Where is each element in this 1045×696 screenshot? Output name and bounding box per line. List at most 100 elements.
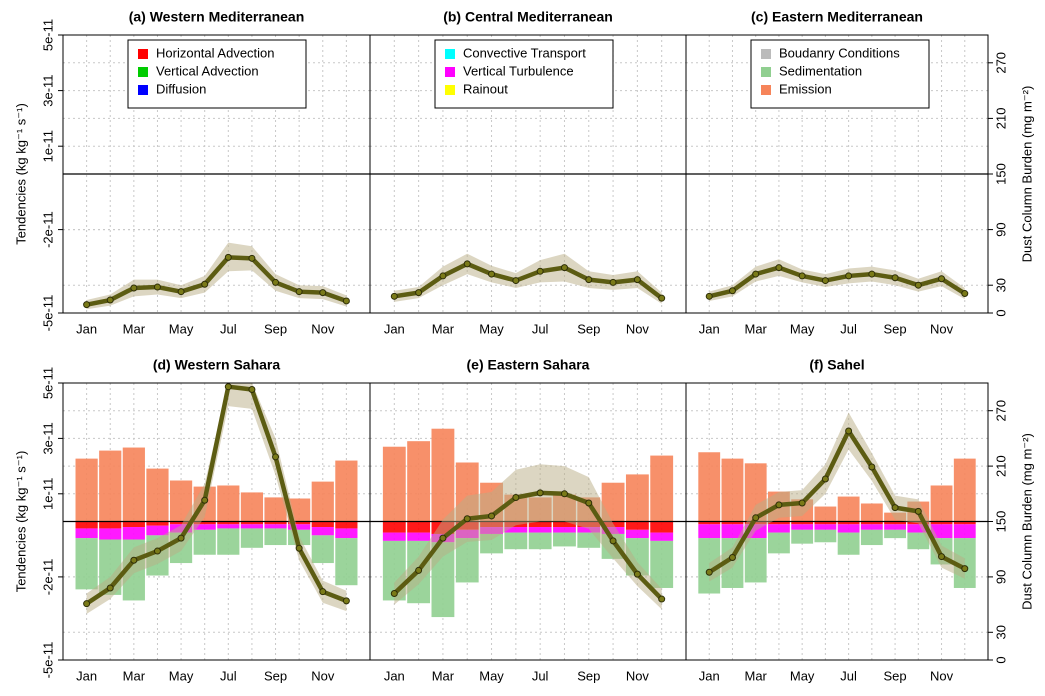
burden-line (85, 384, 348, 606)
x-tick-label: May (790, 321, 815, 336)
burden-point (845, 427, 853, 435)
burden-point (798, 499, 806, 507)
legend-swatch (761, 49, 771, 59)
y2-tick-label: 210 (993, 108, 1008, 130)
bar (455, 538, 479, 583)
burden-point (658, 595, 666, 603)
bar (625, 521, 649, 530)
burden-point (891, 274, 899, 282)
burden-point (536, 267, 544, 275)
burden-point (560, 264, 568, 272)
burden-line (392, 490, 664, 601)
y-tick-label: -2e-11 (40, 211, 55, 248)
legend-label: Convective Transport (463, 45, 586, 60)
burden-point (272, 278, 280, 286)
bar (860, 503, 883, 522)
bar (930, 521, 953, 525)
legend-swatch (445, 85, 455, 95)
bar (264, 497, 287, 522)
burden-point (775, 264, 783, 272)
x-tick-label: Sep (884, 321, 907, 336)
legend-swatch (445, 67, 455, 77)
y-tick-label: -2e-11 (40, 559, 55, 596)
burden-point (705, 292, 713, 300)
burden-point (319, 289, 327, 297)
bar (407, 521, 431, 533)
burden-point (914, 281, 922, 289)
x-tick-label: Sep (577, 668, 600, 683)
burden-point (705, 568, 713, 576)
x-tick-label: Jul (220, 321, 237, 336)
legend-box (127, 39, 307, 109)
bar (264, 521, 287, 525)
bar (698, 452, 721, 522)
burden-point (248, 385, 256, 393)
burden-point (439, 534, 447, 542)
bar (382, 521, 406, 533)
bar (504, 527, 528, 533)
legend-label: Emission (779, 81, 832, 96)
panel-title: (b) Central Mediterranean (443, 9, 613, 25)
burden-point (868, 463, 876, 471)
burden-point (415, 289, 423, 297)
burden-point (775, 501, 783, 509)
y2-tick-label: 30 (993, 625, 1008, 639)
bar (577, 532, 601, 548)
burden-point (463, 515, 471, 523)
burden-point (130, 284, 138, 292)
burden-point (609, 278, 617, 286)
burden-point (560, 490, 568, 498)
burden-point (106, 296, 114, 304)
y2-tick-label: 150 (993, 511, 1008, 533)
bar (814, 524, 837, 530)
bar (553, 521, 576, 528)
x-tick-label: Jan (76, 321, 97, 336)
bar (264, 528, 287, 546)
x-tick-label: Jul (840, 668, 857, 683)
burden-point (295, 288, 303, 296)
y2-tick-label: 0 (993, 309, 1008, 316)
burden-point (83, 600, 91, 608)
bar (930, 524, 953, 539)
x-tick-label: Jan (384, 668, 405, 683)
burden-point (536, 489, 544, 497)
burden-point (728, 554, 736, 562)
y-tick-label: 1e-11 (40, 478, 55, 510)
x-tick-label: Jan (384, 321, 405, 336)
burden-point (319, 588, 327, 596)
bar (335, 538, 358, 586)
bar (930, 485, 953, 522)
bar (217, 485, 240, 522)
burden-point (342, 597, 350, 605)
legend-swatch (138, 67, 148, 77)
bar (528, 532, 552, 550)
uncertainty-band (394, 253, 662, 304)
bar (99, 450, 122, 522)
y2-tick-label: 0 (993, 656, 1008, 663)
legend-box (750, 39, 930, 109)
bar (768, 532, 790, 554)
x-tick-label: Jul (220, 668, 237, 683)
bar (288, 521, 311, 525)
bar (650, 540, 674, 588)
x-tick-label: Jul (840, 321, 857, 336)
bar (75, 538, 98, 590)
burden-point (633, 570, 641, 578)
x-tick-label: Sep (884, 668, 907, 683)
y-tick-label: 3e-11 (40, 74, 55, 106)
bar (814, 521, 837, 525)
x-tick-label: May (479, 321, 504, 336)
burden-point (821, 475, 829, 483)
burden-point (224, 253, 232, 261)
bar (721, 458, 744, 522)
legend-label: Boudanry Conditions (779, 45, 900, 60)
burden-point (658, 294, 666, 302)
legend-label: Horizontal Advection (156, 45, 275, 60)
uncertainty-band (86, 383, 347, 614)
y-axis-label: Tendencies (kg kg⁻¹ s⁻¹) (13, 103, 28, 245)
bar (953, 524, 976, 539)
x-tick-label: Nov (930, 321, 954, 336)
bar (382, 532, 406, 541)
legend-swatch (761, 85, 771, 95)
